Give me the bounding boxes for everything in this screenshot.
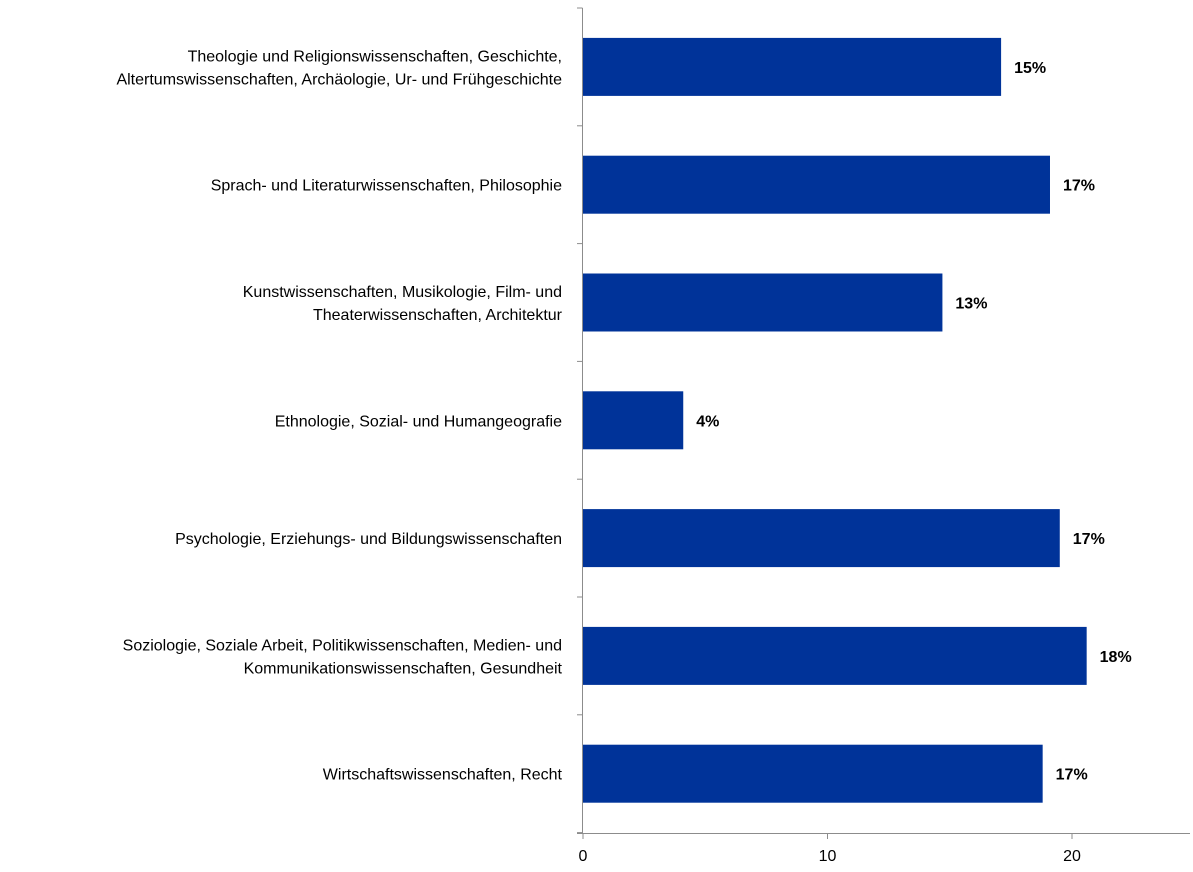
bars-group [583, 37, 1087, 803]
data-label: 17% [1063, 178, 1095, 195]
data-label: 4% [696, 413, 719, 430]
data-label: 18% [1100, 649, 1132, 666]
bar [583, 37, 1002, 96]
bar [583, 155, 1050, 214]
x-tick-label: 0 [579, 848, 588, 865]
data-label: 13% [955, 296, 987, 313]
category-label: Sprach- und Literaturwissenschaften, Phi… [211, 178, 562, 195]
category-label: Kunstwissenschaften, Musikologie, Film- … [243, 284, 563, 324]
category-label: Ethnologie, Sozial- und Humangeografie [275, 413, 562, 430]
category-label: Soziologie, Soziale Arbeit, Politikwisse… [123, 637, 563, 677]
bar [583, 509, 1060, 568]
bar [583, 273, 943, 332]
category-label: Wirtschaftswissenschaften, Recht [323, 767, 563, 784]
axes: 0 10 20 [577, 7, 1190, 865]
bar [583, 626, 1087, 685]
x-tick-label: 20 [1063, 848, 1081, 865]
category-label: Theologie und Religionswissenschaften, G… [116, 48, 562, 88]
data-label: 17% [1073, 531, 1105, 548]
bar [583, 744, 1043, 803]
data-labels: 15% 17% 13% 4% 17% 18% 17% [696, 60, 1131, 784]
data-label: 17% [1056, 767, 1088, 784]
bar [583, 391, 684, 450]
x-tick-label: 10 [819, 848, 837, 865]
category-label: Psychologie, Erziehungs- und Bildungswis… [175, 531, 562, 548]
category-labels: Theologie und Religionswissenschaften, G… [116, 48, 562, 783]
data-label: 15% [1014, 60, 1046, 77]
